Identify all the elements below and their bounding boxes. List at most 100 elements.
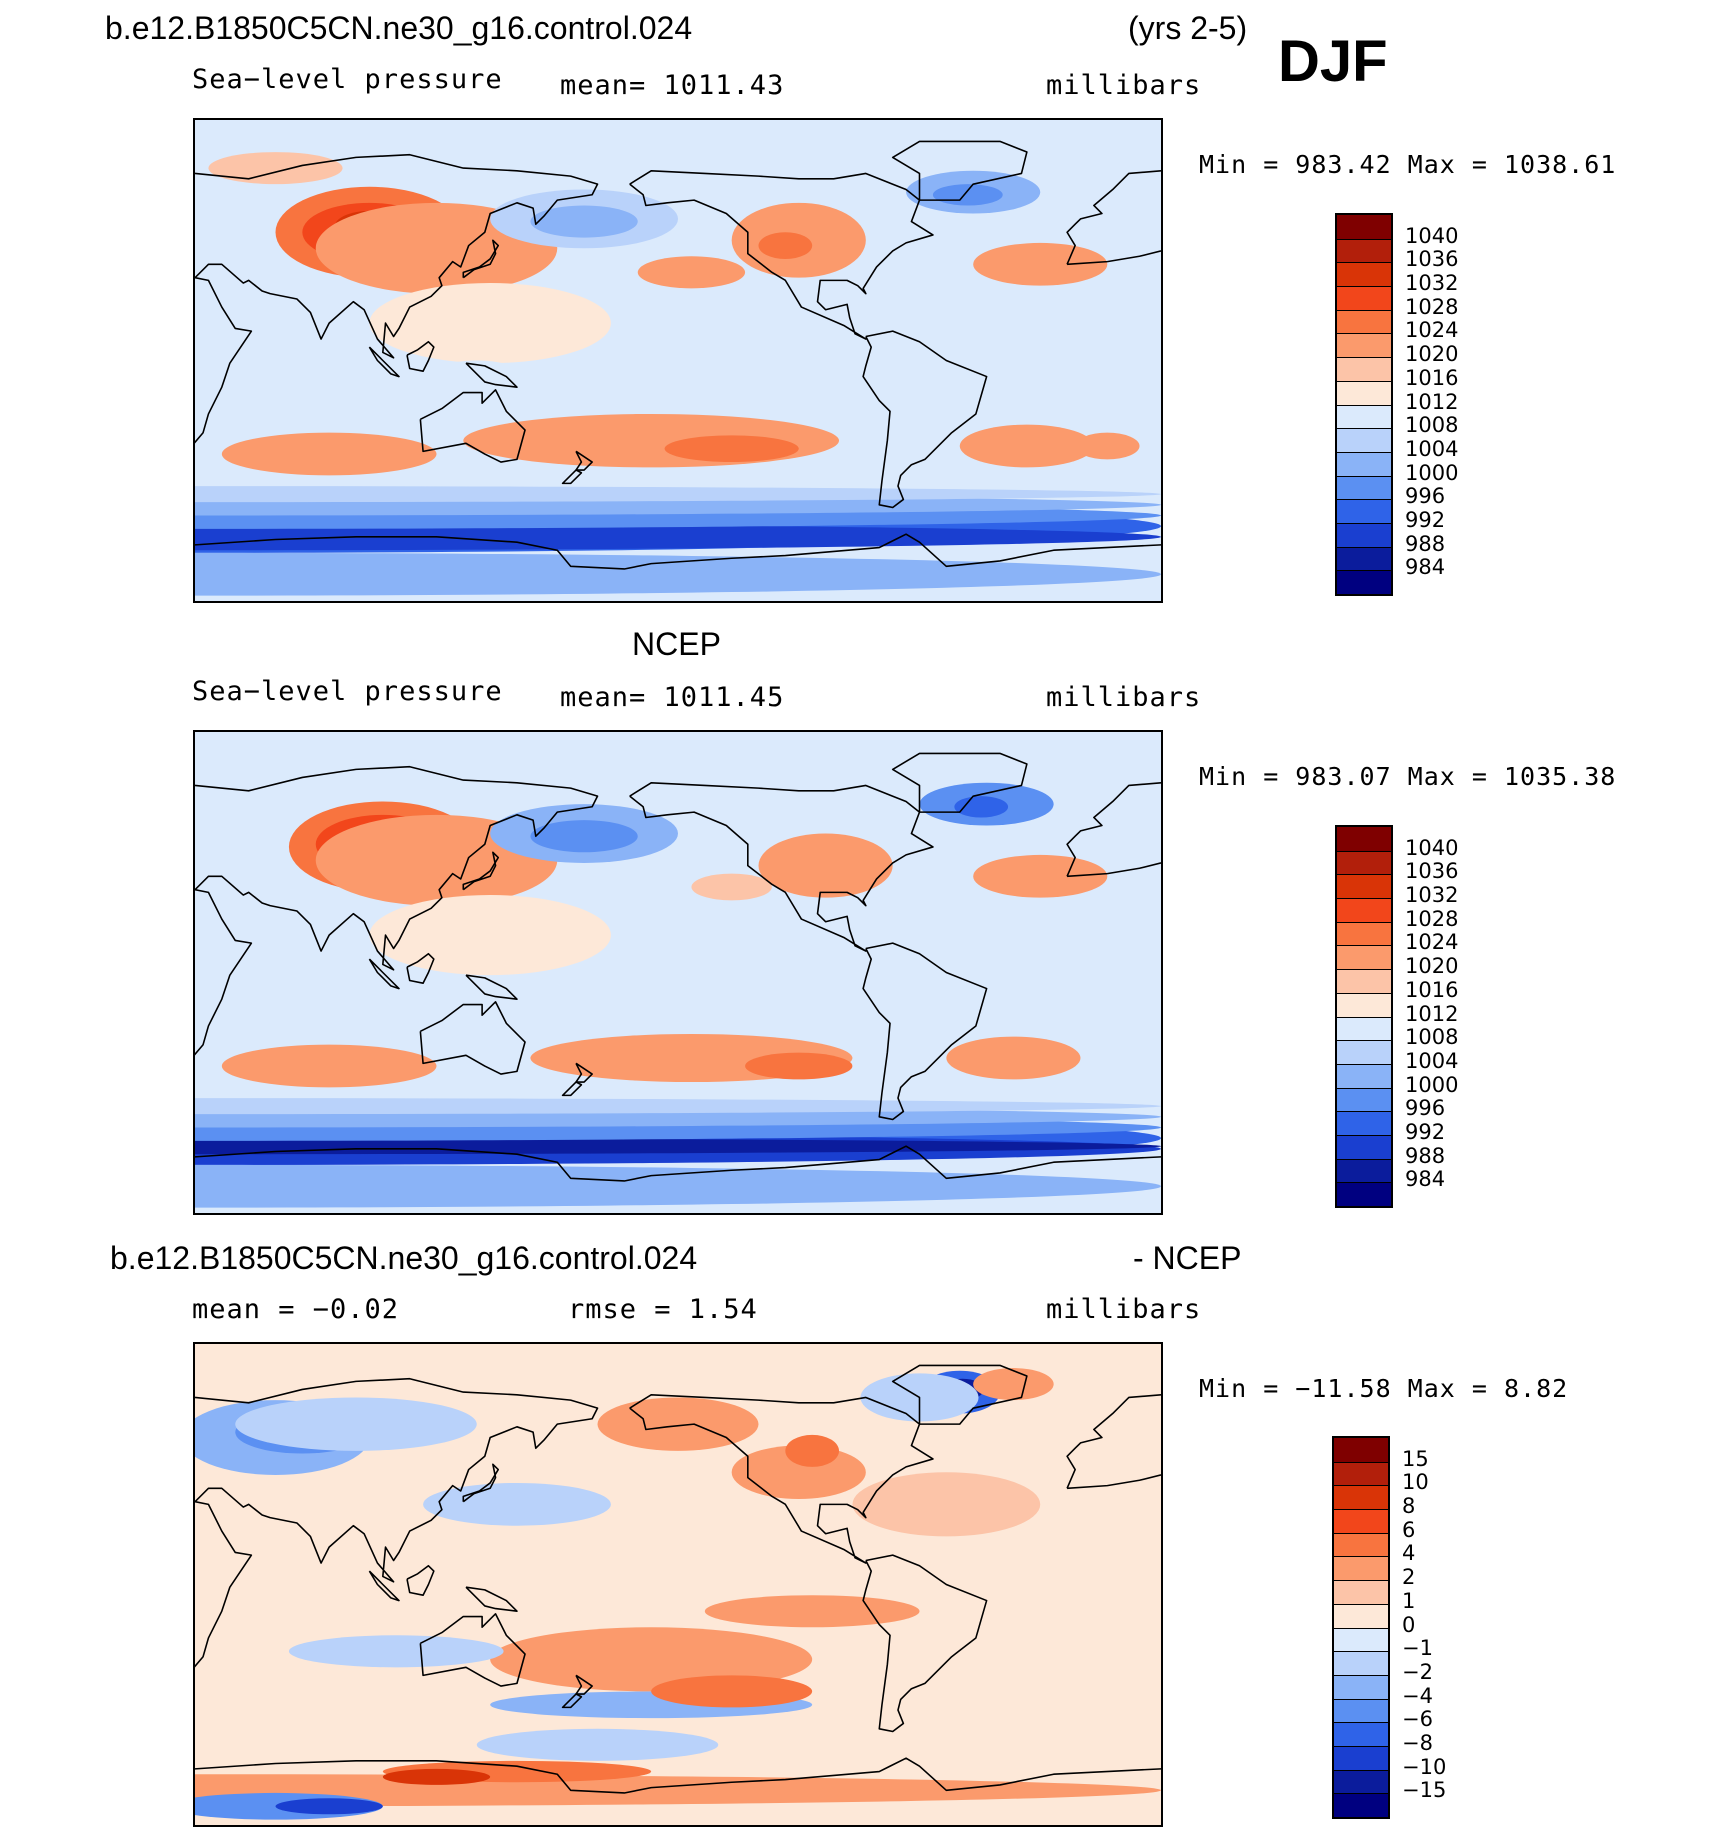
contour-region <box>1075 432 1140 460</box>
panel3-colorbar <box>1332 1436 1390 1819</box>
contour-region <box>221 432 437 476</box>
contour-region <box>337 435 402 452</box>
contour-region <box>423 360 531 404</box>
years-label: (yrs 2-5) <box>1128 10 1248 46</box>
colorbar-tick-label: 6 <box>1402 1517 1416 1542</box>
colorbar-tick-label: 0 <box>1402 1612 1416 1637</box>
colorbar-tick-label: 996 <box>1405 484 1446 509</box>
contour-region <box>382 1768 491 1785</box>
contour-region <box>852 1472 1041 1537</box>
contour-region <box>745 1052 853 1080</box>
contour-region <box>758 833 893 898</box>
contour-region <box>369 283 611 364</box>
panel1-units: millibars <box>1046 70 1202 101</box>
colorbar-tick-label: 1032 <box>1405 883 1459 908</box>
coastline <box>465 362 518 388</box>
panel3-map-plot <box>195 1344 1161 1825</box>
colorbar-swatch <box>1337 286 1391 310</box>
panel2-mean: mean= 1011.45 <box>560 682 785 713</box>
colorbar-swatch <box>1337 1040 1391 1064</box>
colorbar-tick-label: 996 <box>1405 1096 1446 1121</box>
contour-region <box>195 523 1161 551</box>
coastline <box>195 1500 253 1674</box>
diff-case-title: b.e12.B1850C5CN.ne30_g16.control.024 <box>110 1240 698 1276</box>
colorbar-tick-label: −4 <box>1402 1683 1433 1708</box>
contour-region <box>973 242 1108 286</box>
colorbar-swatch <box>1334 1603 1388 1628</box>
colorbar-swatch <box>1334 1580 1388 1604</box>
colorbar-swatch <box>1337 570 1391 594</box>
coastline <box>862 942 988 1121</box>
colorbar-swatch <box>1337 309 1391 334</box>
coastline <box>629 781 934 952</box>
contour-region <box>597 1397 759 1451</box>
contour-region <box>288 1635 504 1668</box>
coastline <box>406 1564 435 1597</box>
coastline <box>195 888 253 1062</box>
contour-region <box>369 895 611 976</box>
coastline <box>575 450 593 471</box>
colorbar-swatch <box>1334 1769 1388 1794</box>
coastline <box>465 1586 518 1612</box>
colorbar-tick-label: −2 <box>1402 1659 1433 1684</box>
contour-region <box>704 1595 920 1628</box>
contour-region <box>195 1138 1161 1155</box>
colorbar-swatch <box>1337 522 1391 547</box>
colorbar-tick-label: 1012 <box>1405 389 1459 414</box>
colorbar-swatch <box>1337 850 1391 875</box>
contour-region <box>651 1675 813 1708</box>
coastline <box>368 1570 400 1602</box>
case-title: b.e12.B1850C5CN.ne30_g16.control.024 <box>105 10 693 46</box>
panel2-colorbar <box>1335 825 1393 1208</box>
colorbar-swatch <box>1337 874 1391 899</box>
contour-region <box>954 796 1009 818</box>
colorbar-tick-label: 1024 <box>1405 930 1459 955</box>
colorbar-swatch <box>1337 827 1391 851</box>
contour-region <box>530 205 638 238</box>
colorbar-swatch <box>1334 1745 1388 1770</box>
colorbar-tick-label: 1008 <box>1405 413 1459 438</box>
colorbar-swatch <box>1337 428 1391 452</box>
contour-region <box>758 232 813 259</box>
coastline <box>1067 862 1161 878</box>
coastline <box>629 169 934 340</box>
colorbar-swatch <box>1334 1461 1388 1486</box>
colorbar-tick-label: −15 <box>1402 1778 1447 1803</box>
colorbar-tick-label: 1016 <box>1405 365 1459 390</box>
panel1-map-plot <box>195 120 1161 601</box>
coastline <box>862 330 988 509</box>
colorbar-tick-label: 1028 <box>1405 294 1459 319</box>
colorbar-swatch <box>1334 1627 1388 1652</box>
coastline <box>462 851 500 891</box>
panel1-mean: mean= 1011.43 <box>560 70 785 101</box>
contour-region <box>973 854 1108 898</box>
contour-region <box>932 184 1003 206</box>
coastline <box>1066 781 1161 877</box>
contour-region <box>530 820 638 853</box>
coastline <box>368 958 400 990</box>
colorbar-swatch <box>1337 992 1391 1017</box>
colorbar-tick-label: 984 <box>1405 555 1446 580</box>
coastline <box>465 974 518 1000</box>
colorbar-tick-label: 1040 <box>1405 835 1459 860</box>
obs-title: NCEP <box>632 626 721 662</box>
diff-obs-title: - NCEP <box>1133 1240 1242 1276</box>
colorbar-swatch <box>1334 1509 1388 1533</box>
colorbar-swatch <box>1337 380 1391 405</box>
colorbar-swatch <box>1337 1134 1391 1159</box>
colorbar-tick-label: 1008 <box>1405 1025 1459 1050</box>
colorbar-swatch <box>1337 1111 1391 1135</box>
coastline <box>1067 250 1161 266</box>
contour-region <box>235 1397 477 1451</box>
colorbar-swatch <box>1337 969 1391 993</box>
colorbar-tick-label: 1020 <box>1405 954 1459 979</box>
coastline <box>195 1145 1161 1182</box>
colorbar-tick-label: 984 <box>1405 1167 1446 1192</box>
colorbar-swatch <box>1334 1793 1388 1817</box>
colorbar-swatch <box>1337 1087 1391 1112</box>
coastline <box>195 1377 599 1583</box>
contour-region <box>195 486 1161 503</box>
coastline <box>561 1693 583 1709</box>
colorbar-swatch <box>1337 945 1391 970</box>
colorbar-tick-label: 1004 <box>1405 436 1459 461</box>
